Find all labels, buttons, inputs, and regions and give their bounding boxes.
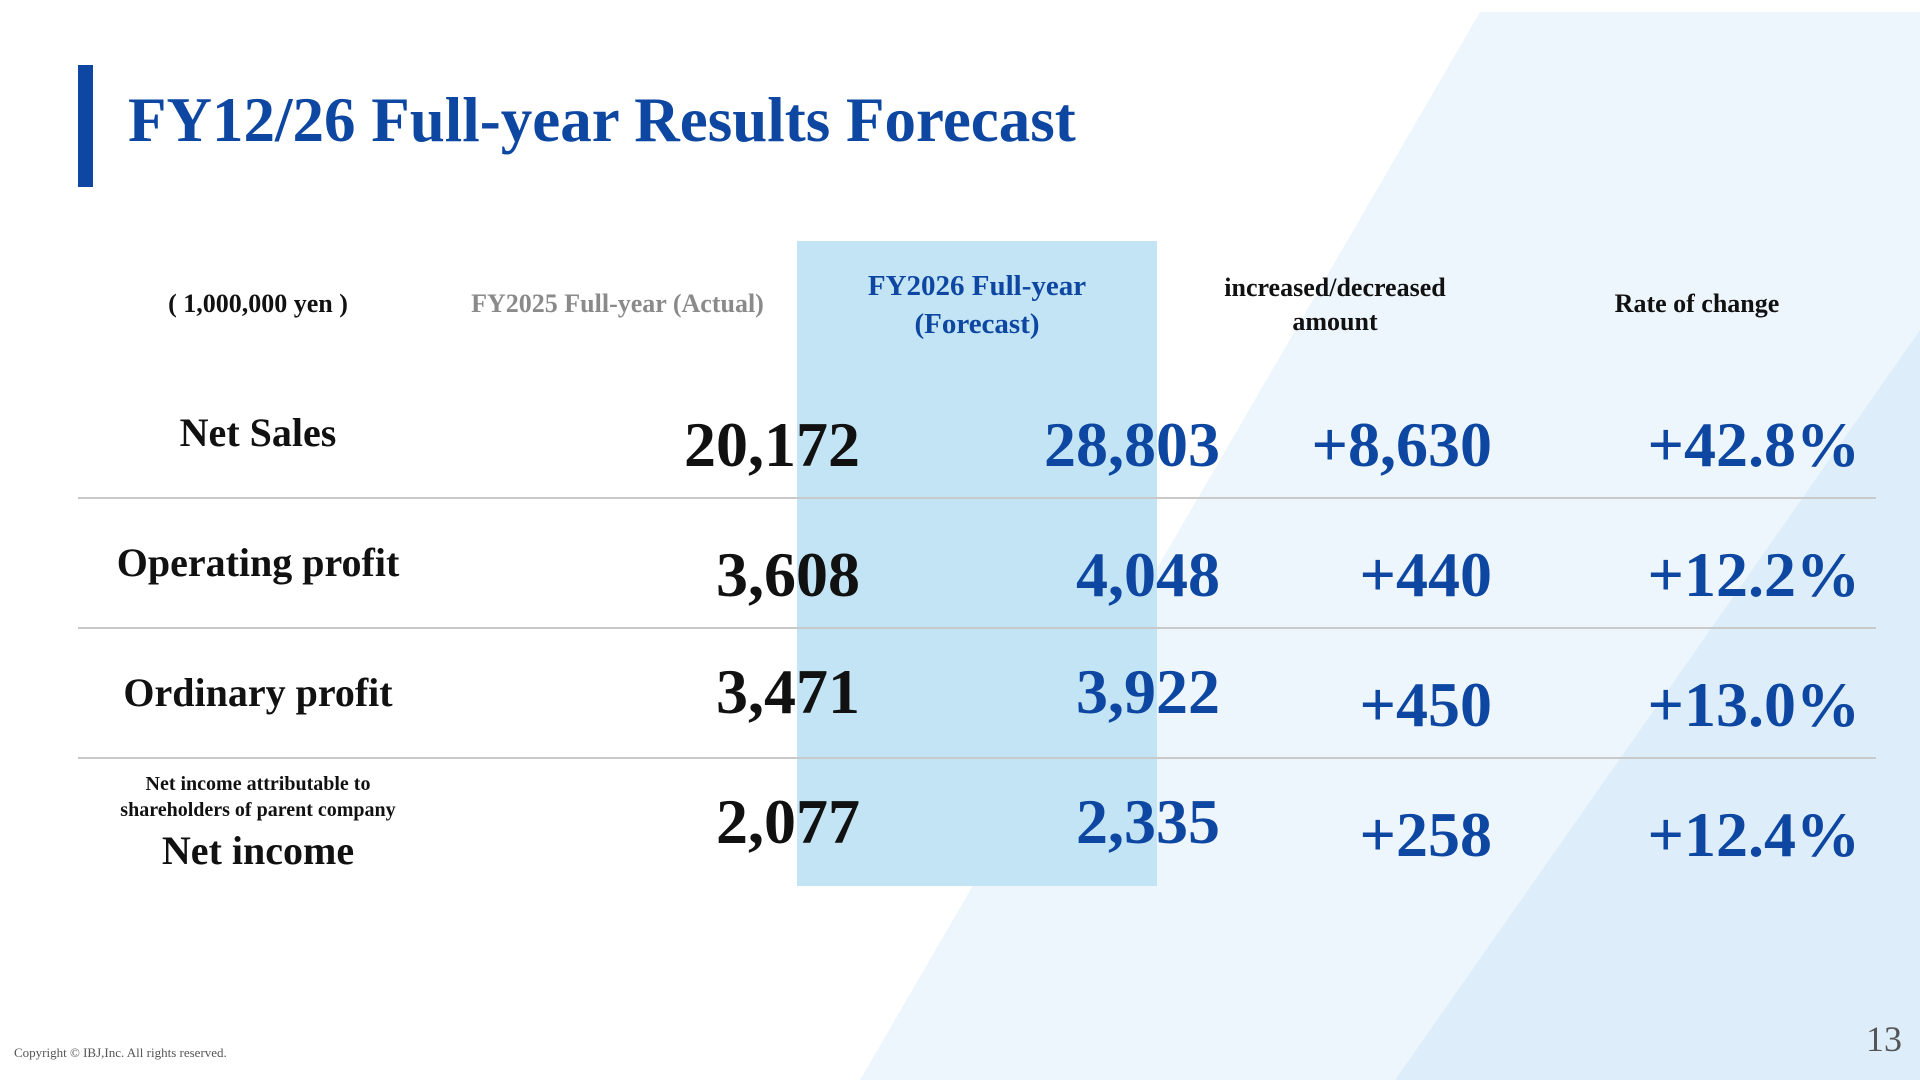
header-increase-decrease-amount: increased/decreased amount: [1160, 271, 1510, 339]
page-title: FY12/26 Full-year Results Forecast: [128, 85, 1076, 155]
row-divider: [78, 757, 1876, 759]
value-rate-of-change: +13.0%: [1647, 669, 1860, 740]
row-sublabel-line2: shareholders of parent company: [120, 799, 396, 821]
value-rate-of-change: +12.2%: [1647, 539, 1860, 610]
page-number: 13: [1866, 1019, 1902, 1059]
value-rate-of-change: +42.8%: [1647, 409, 1860, 480]
value-fy2025: 2,077: [716, 786, 860, 857]
value-fy2025: 20,172: [684, 409, 860, 480]
header-forecast-line2: (Forecast): [914, 308, 1040, 340]
forecast-column-highlight: [797, 241, 1157, 886]
value-change-amount: +450: [1359, 669, 1492, 740]
table-row-operating-profit: Operating profit 3,608 4,048 +440 +12.2%: [78, 497, 1878, 629]
value-change-amount: +440: [1359, 539, 1492, 610]
value-change-amount: +8,630: [1311, 409, 1492, 480]
value-fy2026-forecast: 4,048: [1076, 539, 1220, 610]
header-fy2025-actual: FY2025 Full-year (Actual): [471, 289, 764, 318]
header-rate-of-change: Rate of change: [1614, 289, 1780, 318]
table-row-ordinary-profit: Ordinary profit 3,471 3,922 +450 +13.0%: [78, 627, 1878, 759]
value-fy2025: 3,471: [716, 656, 860, 727]
row-divider: [78, 627, 1876, 629]
row-label: Net Sales: [179, 410, 337, 455]
header-diff-line2: amount: [1292, 307, 1378, 336]
header-unit: ( 1,000,000 yen ): [168, 289, 348, 318]
row-label: Ordinary profit: [123, 670, 393, 715]
value-fy2026-forecast: 3,922: [1076, 656, 1220, 727]
header-forecast-line1: FY2026 Full-year: [867, 270, 1087, 302]
value-fy2026-forecast: 28,803: [1044, 409, 1220, 480]
value-rate-of-change: +12.4%: [1647, 799, 1860, 870]
copyright-notice: Copyright © IBJ,Inc. All rights reserved…: [14, 1045, 227, 1060]
value-fy2026-forecast: 2,335: [1076, 786, 1220, 857]
row-sublabel-line1: Net income attributable to: [145, 773, 371, 795]
background-shape-medium: [1395, 330, 1920, 1080]
row-label: Operating profit: [116, 540, 400, 585]
header-fy2026-forecast: FY2026 Full-year (Forecast): [797, 267, 1157, 343]
table-row-net-income: Net income attributable to shareholders …: [78, 757, 1878, 887]
value-change-amount: +258: [1359, 799, 1492, 870]
header-diff-line1: increased/decreased: [1224, 273, 1446, 302]
value-fy2025: 3,608: [716, 539, 860, 610]
row-label: Net income: [161, 828, 355, 873]
row-divider: [78, 497, 1876, 499]
table-row-net-sales: Net Sales 20,172 28,803 +8,630 +42.8%: [78, 367, 1878, 499]
title-accent-bar: [78, 65, 93, 187]
